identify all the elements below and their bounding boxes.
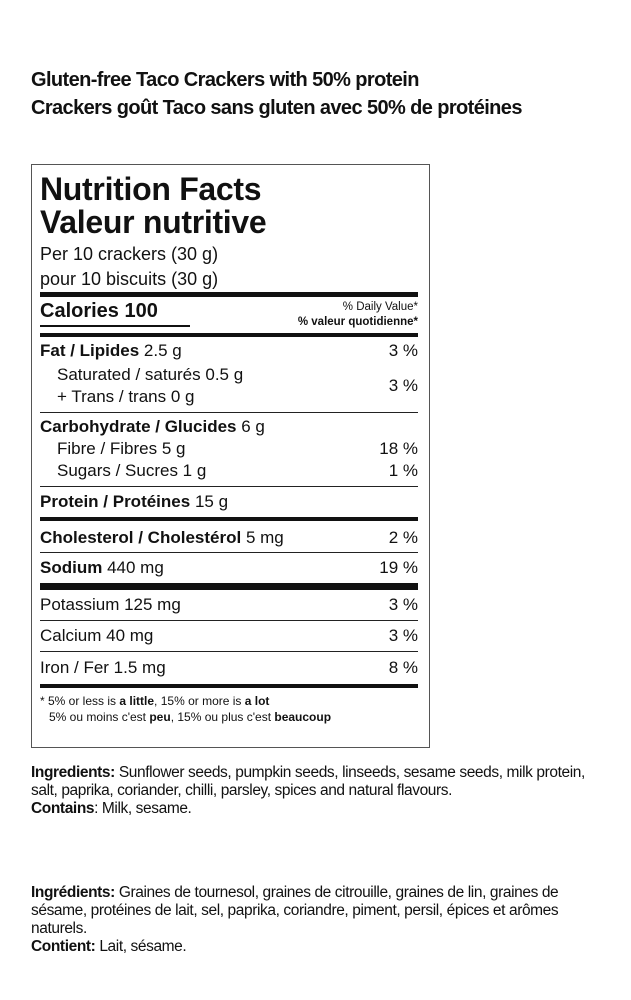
nutrient-amount: 2.5 g (143, 341, 182, 360)
facts-heading-fr: Valeur nutritive (40, 204, 267, 240)
nutrient-label: Carbohydrate / Glucides (40, 417, 237, 436)
nutrient-pct: 3 % (388, 626, 418, 645)
footnote-emphasis: peu (149, 710, 171, 724)
contains-text: Lait, sésame. (95, 938, 187, 955)
footnote-text: , 15% ou plus c'est (170, 710, 275, 724)
nutrient-label: Fat / Lipides (40, 341, 140, 360)
nutrient-pct: 1 % (388, 461, 418, 480)
nutrient-label: Sodium (40, 558, 103, 577)
nutrient-label: Calcium 40 mg (40, 626, 154, 645)
nutrient-pct: 8 % (388, 658, 418, 677)
divider (40, 412, 418, 413)
nutrient-label: Cholesterol / Cholestérol (40, 528, 242, 547)
nutrient-amount: 5 mg (245, 528, 284, 547)
divider (40, 552, 418, 553)
nutrient-label: + Trans / trans 0 g (57, 387, 195, 406)
ingredients-fr: Ingrédients: Graines de tournesol, grain… (31, 884, 601, 956)
calories-underline (40, 325, 190, 327)
nutrient-row-calcium: Calcium 40 mg 3 % (40, 621, 418, 651)
footnote-emphasis: beaucoup (274, 710, 332, 724)
nutrient-label: Saturated / saturés 0.5 g (57, 365, 244, 384)
nutrient-pct: 19 % (379, 558, 418, 577)
nutrient-amount: 6 g (241, 417, 265, 436)
facts-heading-en: Nutrition Facts (40, 171, 262, 207)
ingredients-label: Ingrédients: (31, 884, 115, 901)
footnote-text: , 15% or more is (154, 694, 245, 708)
nutrient-row-saturated: Saturated / saturés 0.5 g (40, 364, 418, 386)
nutrient-row-sodium: Sodium 440 mg 19 % (40, 553, 418, 583)
nutrient-pct: 2 % (388, 528, 418, 547)
daily-value-footnote: * 5% or less is a little, 15% or more is… (40, 693, 418, 725)
serving-size: Per 10 crackers (30 g) pour 10 biscuits … (40, 242, 418, 292)
footnote-emphasis: a lot (244, 694, 270, 708)
calories-label: Calories 100 (40, 300, 158, 322)
nutrient-row-trans: + Trans / trans 0 g 3 % (40, 376, 418, 412)
nutrient-label: Iron / Fer 1.5 mg (40, 658, 166, 677)
divider (40, 651, 418, 652)
serving-size-fr: pour 10 biscuits (30 g) (40, 269, 219, 289)
nutrition-facts-table: Nutrition Facts Valeur nutritive Per 10 … (31, 164, 430, 748)
nutrient-row-carbohydrate: Carbohydrate / Glucides 6 g (40, 413, 418, 438)
ingredients-label: Ingredients: (31, 764, 115, 781)
footnote-fr: 5% ou moins c'est peu, 15% ou plus c'est… (40, 709, 418, 725)
contains-text: : Milk, sesame. (94, 800, 192, 817)
nutrient-pct: 3 % (388, 595, 418, 614)
nutrient-label: Protein / Protéines (40, 492, 191, 511)
ingredients-text: Sunflower seeds, pumpkin seeds, linseeds… (31, 764, 585, 799)
nutrient-row-cholesterol: Cholesterol / Cholestérol 5 mg 2 % (40, 521, 418, 552)
facts-heading: Nutrition Facts Valeur nutritive (40, 173, 418, 239)
nutrient-row-sugars: Sugars / Sucres 1 g 1 % (40, 460, 418, 486)
footnote-text: * 5% or less is (40, 694, 120, 708)
contains-fr: Contient: Lait, sésame. (31, 938, 601, 956)
nutrient-pct: 3 % (388, 341, 418, 360)
nutrient-pct: 18 % (379, 439, 418, 458)
divider (40, 620, 418, 621)
daily-value-en: % Daily Value* (342, 301, 418, 313)
nutrient-amount: 15 g (194, 492, 229, 511)
nutrient-amount: 440 mg (107, 558, 164, 577)
nutrient-row-potassium: Potassium 125 mg 3 % (40, 590, 418, 620)
nutrient-row-fat: Fat / Lipides 2.5 g 3 % (40, 337, 418, 362)
footnote-text: 5% ou moins c'est (49, 710, 150, 724)
footnote-emphasis: a little (119, 694, 155, 708)
product-title-en: Gluten-free Taco Crackers with 50% prote… (31, 69, 419, 91)
serving-size-en: Per 10 crackers (30 g) (40, 244, 219, 264)
product-title-fr: Crackers goût Taco sans gluten avec 50% … (31, 97, 522, 119)
ingredients-en-list: Ingredients: Sunflower seeds, pumpkin se… (31, 764, 601, 800)
ingredients-en: Ingredients: Sunflower seeds, pumpkin se… (31, 764, 601, 818)
nutrient-label: Sugars / Sucres 1 g (57, 461, 207, 480)
divider (40, 333, 418, 337)
calories-row: Calories 100 % Daily Value* % valeur quo… (40, 292, 418, 333)
divider (40, 583, 418, 590)
product-title: Gluten-free Taco Crackers with 50% prote… (31, 69, 611, 119)
daily-value-header: % Daily Value* % valeur quotidienne* (298, 300, 418, 330)
nutrient-label: Fibre / Fibres 5 g (57, 439, 186, 458)
nutrient-row-iron: Iron / Fer 1.5 mg 8 % (40, 652, 418, 684)
ingredients-fr-list: Ingrédients: Graines de tournesol, grain… (31, 884, 601, 938)
nutrient-pct: 3 % (388, 376, 418, 395)
divider (40, 684, 418, 688)
contains-en: Contains: Milk, sesame. (31, 800, 601, 818)
nutrient-row-fibre: Fibre / Fibres 5 g 18 % (40, 438, 418, 460)
nutrient-row-protein: Protein / Protéines 15 g (40, 487, 418, 517)
contains-label: Contient: (31, 938, 96, 955)
divider (40, 517, 418, 521)
contains-label: Contains (31, 800, 95, 817)
ingredients-text: Graines de tournesol, graines de citroui… (31, 884, 559, 937)
daily-value-fr: % valeur quotidienne* (297, 316, 418, 328)
divider (40, 486, 418, 487)
nutrient-label: Potassium 125 mg (40, 595, 181, 614)
footnote-en: * 5% or less is a little, 15% or more is… (40, 693, 418, 709)
